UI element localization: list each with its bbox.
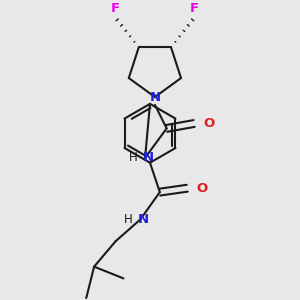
Text: F: F [111,2,120,15]
Text: H: H [129,151,138,164]
Text: H: H [124,213,133,226]
Text: N: N [149,91,161,103]
Text: O: O [203,117,214,130]
Text: N: N [143,151,154,164]
Text: F: F [190,2,199,15]
Text: O: O [196,182,207,195]
Text: N: N [138,213,149,226]
